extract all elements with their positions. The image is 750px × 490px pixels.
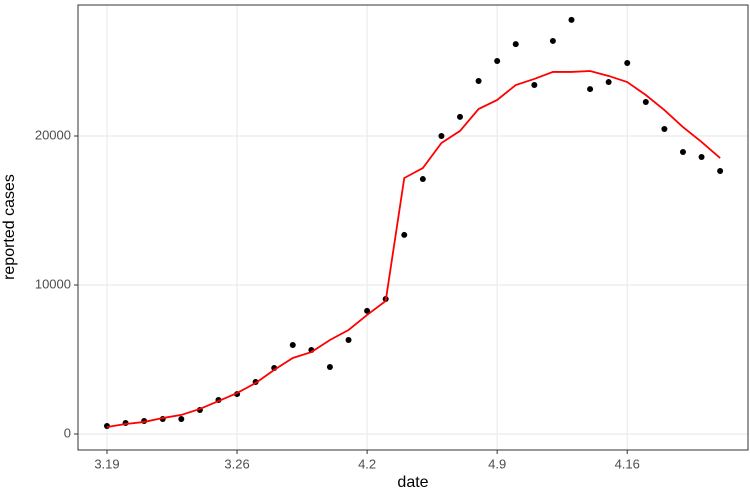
data-point [345, 336, 352, 343]
data-point [401, 231, 408, 238]
y-tick-label: 20000 [35, 127, 71, 142]
x-tick-label: 3.19 [94, 456, 119, 471]
x-tick-label: 4.9 [488, 456, 506, 471]
x-tick-label: 3.26 [224, 456, 249, 471]
data-point [364, 307, 371, 314]
data-point [587, 86, 594, 93]
fit-line [106, 70, 721, 428]
panel-border [77, 4, 749, 451]
y-tick-label: 10000 [35, 276, 71, 291]
y-axis-title: reported cases [1, 174, 18, 280]
data-point [568, 16, 575, 23]
data-point [698, 154, 705, 161]
data-point [661, 125, 668, 132]
x-axis-title: date [397, 474, 428, 490]
plot-area: 0 10000 20000 3.19 3.26 4.2 4.9 4.16 [35, 5, 748, 471]
data-point [419, 176, 426, 183]
data-point [326, 363, 333, 370]
data-point [605, 79, 612, 86]
y-tick-label: 0 [64, 425, 71, 440]
data-point [642, 99, 649, 106]
data-point [512, 41, 519, 48]
data-point [717, 168, 724, 175]
data-point [494, 58, 501, 65]
x-tick-label: 4.2 [358, 456, 376, 471]
data-point [457, 113, 464, 120]
data-point [624, 59, 631, 66]
data-point [178, 415, 185, 422]
data-point [289, 342, 296, 349]
x-tick-label: 4.16 [615, 456, 640, 471]
data-point [475, 78, 482, 85]
data-point [531, 82, 538, 89]
data-point [679, 148, 686, 155]
data-point [549, 37, 556, 44]
data-point [438, 132, 445, 139]
